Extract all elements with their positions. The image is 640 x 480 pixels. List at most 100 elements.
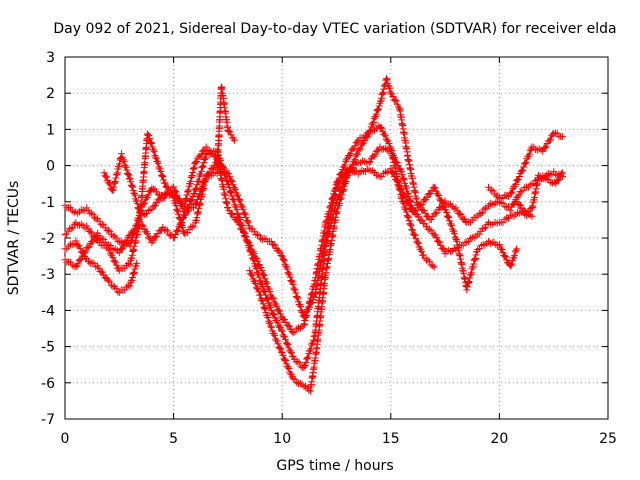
data-point	[542, 143, 550, 151]
data-point	[184, 188, 192, 196]
data-point	[70, 240, 78, 248]
data-point	[109, 253, 117, 261]
data-point	[278, 327, 286, 335]
data-point	[475, 245, 483, 253]
data-point	[333, 209, 340, 217]
data-point	[68, 261, 76, 269]
y-tick-label: 0	[46, 159, 55, 175]
data-point	[289, 375, 297, 383]
data-point	[150, 202, 158, 210]
data-point	[287, 276, 295, 284]
data-point	[399, 175, 407, 183]
data-point	[430, 183, 438, 191]
data-point	[480, 205, 488, 213]
data-point	[158, 172, 166, 180]
data-point	[407, 222, 415, 230]
data-point	[386, 84, 394, 92]
data-point	[201, 155, 209, 163]
data-point	[225, 183, 233, 191]
data-point	[171, 231, 179, 239]
data-point	[273, 302, 281, 310]
data-point	[129, 270, 137, 278]
data-point	[202, 143, 210, 151]
data-point	[310, 333, 318, 341]
data-point	[264, 296, 272, 304]
data-point	[193, 184, 201, 192]
data-point	[177, 198, 185, 206]
data-point	[339, 187, 347, 195]
data-point	[292, 289, 300, 297]
data-point	[128, 228, 136, 236]
data-point	[426, 258, 434, 266]
data-point	[146, 135, 154, 143]
data-point	[347, 150, 355, 158]
data-point	[122, 238, 130, 246]
data-point	[275, 343, 283, 351]
data-point	[267, 323, 275, 331]
data-point	[300, 383, 308, 391]
data-point	[182, 195, 190, 203]
data-point	[188, 196, 196, 204]
data-point	[130, 268, 138, 276]
data-point	[277, 348, 285, 356]
data-point	[523, 209, 531, 217]
data-point	[405, 193, 413, 201]
data-point	[445, 246, 453, 254]
data-point	[471, 254, 479, 262]
data-point	[262, 294, 270, 302]
data-point	[255, 231, 263, 239]
data-point	[90, 214, 98, 222]
data-point	[270, 241, 278, 249]
y-tick-label: 3	[46, 50, 55, 66]
data-point	[284, 321, 292, 329]
data-point	[489, 187, 497, 195]
data-point	[254, 285, 262, 293]
data-point	[233, 206, 241, 214]
data-point	[465, 237, 473, 245]
data-point	[279, 331, 287, 339]
data-point	[551, 129, 559, 137]
data-point	[421, 220, 429, 228]
y-tick-label: -7	[41, 412, 55, 428]
data-point	[68, 207, 76, 215]
data-point	[392, 97, 400, 105]
data-point	[127, 181, 135, 189]
data-point	[369, 118, 377, 126]
data-point	[427, 189, 435, 197]
data-point	[439, 244, 447, 252]
data-point	[128, 251, 136, 259]
data-point	[63, 230, 71, 238]
data-point	[382, 75, 390, 83]
data-point	[254, 257, 262, 265]
data-point	[342, 177, 350, 185]
data-point	[125, 174, 133, 182]
data-point	[153, 232, 161, 240]
data-point	[239, 228, 247, 236]
data-point	[255, 273, 263, 281]
data-point	[200, 159, 208, 167]
data-point	[465, 278, 473, 286]
data-point	[336, 196, 344, 204]
data-point	[512, 246, 520, 254]
data-point	[112, 174, 120, 182]
data-point	[79, 206, 87, 214]
data-point	[106, 278, 114, 286]
data-point	[113, 169, 121, 177]
data-point	[379, 89, 387, 97]
data-point	[366, 127, 374, 135]
data-point	[501, 215, 509, 223]
data-point	[440, 246, 448, 254]
data-point	[115, 160, 123, 168]
data-point	[515, 209, 523, 217]
data-point	[294, 380, 302, 388]
data-point	[126, 231, 134, 239]
data-point	[285, 270, 293, 278]
data-point	[249, 248, 257, 256]
data-point	[100, 235, 108, 243]
data-point	[502, 253, 510, 261]
data-point	[259, 300, 267, 308]
data-point	[374, 105, 382, 113]
data-point	[125, 171, 133, 179]
data-point	[113, 170, 121, 178]
y-tick-label: 1	[46, 122, 55, 138]
